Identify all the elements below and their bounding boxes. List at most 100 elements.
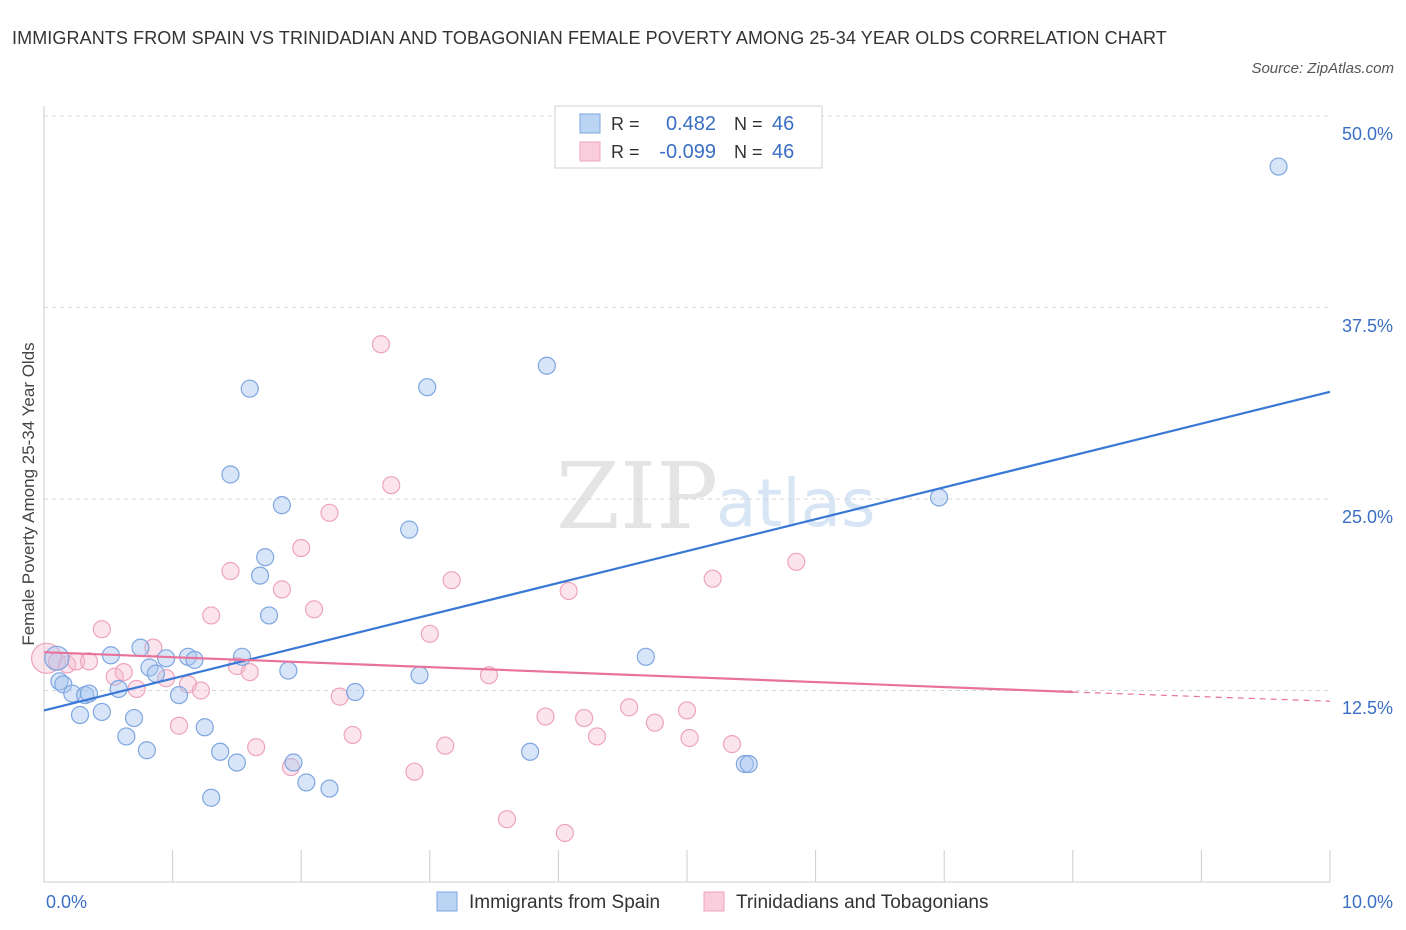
legend-r-label-blue: R =	[611, 114, 640, 134]
y-tick-label-37-5: 37.5%	[1342, 316, 1393, 336]
trinidad-point-21	[292, 538, 311, 558]
watermark-zip: ZIP	[556, 443, 718, 550]
spain-point-17	[169, 685, 189, 705]
spain-point-4	[70, 705, 90, 725]
trinidad-point-13	[191, 681, 210, 700]
trend-line-0	[43, 390, 1331, 712]
spain-point-36	[400, 520, 419, 539]
spain-point-39	[521, 742, 540, 761]
spain-point-40	[537, 356, 556, 375]
trend-lines	[43, 390, 1331, 712]
trinidad-point-11	[169, 716, 189, 735]
trinidad-point-45	[787, 552, 806, 571]
trinidad-point-25	[343, 725, 362, 745]
legend-n-value-blue: 46	[772, 113, 794, 135]
data-points	[30, 157, 1288, 843]
trinidad-point-40	[645, 713, 664, 732]
trinidad-point-32	[479, 666, 499, 685]
spain-point-9	[109, 679, 128, 699]
trinidad-point-14	[202, 606, 221, 625]
trinidad-point-38	[587, 727, 607, 746]
spain-point-37	[410, 666, 429, 685]
y-tick-label-50: 50.0%	[1342, 124, 1393, 144]
y-axis-label: Female Poverty Among 25-34 Year Olds	[19, 342, 38, 645]
trinidad-point-7	[114, 663, 133, 682]
trinidad-point-27	[382, 476, 401, 495]
spain-point-32	[284, 753, 303, 772]
spain-point-42	[735, 754, 754, 774]
spain-point-38	[418, 378, 437, 397]
legend-r-value-pink: -0.099	[659, 141, 716, 163]
spain-point-28	[256, 548, 275, 567]
spain-point-31	[279, 661, 298, 680]
legend-n-label-pink: N =	[734, 142, 763, 162]
spain-point-34	[320, 779, 339, 798]
series-legend-label-trinidad: Trinidadians and Tobagonians	[736, 892, 988, 913]
spain-point-22	[211, 742, 230, 761]
x-ticks	[172, 850, 1331, 882]
series-legend-swatch-trinidad	[703, 891, 725, 912]
chart-title: IMMIGRANTS FROM SPAIN VS TRINIDADIAN AND…	[12, 28, 1167, 48]
legend-r-value-blue: 0.482	[666, 113, 716, 135]
trinidad-point-43	[703, 569, 722, 588]
trinidad-point-36	[559, 581, 578, 601]
y-tick-label-25: 25.0%	[1342, 507, 1393, 527]
spain-point-45	[1269, 157, 1288, 176]
trinidad-point-44	[722, 735, 742, 754]
spain-point-29	[259, 606, 279, 625]
trinidad-point-15	[221, 561, 240, 581]
trinidad-point-35	[555, 823, 574, 843]
trinidad-point-41	[677, 701, 697, 720]
spain-point-35	[346, 682, 365, 702]
trinidad-point-31	[442, 571, 461, 590]
trinidad-point-28	[405, 762, 424, 781]
spain-point-27	[250, 566, 270, 585]
legend-swatch-pink	[579, 141, 601, 162]
trinidad-point-18	[247, 738, 266, 757]
trinidad-point-39	[620, 698, 639, 717]
spain-point-7	[92, 702, 111, 722]
legend-n-value-pink: 46	[772, 141, 794, 163]
trinidad-point-5	[92, 620, 111, 639]
spain-point-19	[185, 650, 204, 669]
trinidad-point-42	[680, 728, 699, 748]
series-legend-swatch-spain	[436, 891, 458, 912]
spain-point-23	[221, 465, 240, 484]
spain-point-24	[227, 753, 246, 772]
gridlines	[44, 115, 1330, 691]
stats-legend: R = 0.482 N = 46 R = -0.099 N = 46	[554, 105, 823, 169]
x-tick-label-max: 10.0%	[1342, 892, 1393, 912]
trinidad-point-34	[536, 707, 555, 726]
trinidad-point-4	[79, 652, 99, 671]
spain-point-44	[929, 488, 949, 507]
trinidad-point-37	[575, 708, 594, 728]
trinidad-point-24	[330, 687, 349, 706]
legend-n-label-blue: N =	[734, 114, 763, 134]
source-credit: Source: ZipAtlas.com	[1251, 60, 1394, 77]
spain-point-26	[240, 379, 259, 398]
trinidad-point-29	[420, 624, 439, 643]
watermark-atlas: atlas	[716, 465, 876, 542]
spain-point-41	[636, 647, 655, 666]
trinidad-point-23	[320, 503, 339, 522]
spain-point-30	[272, 496, 292, 515]
legend-r-label-pink: R =	[611, 142, 640, 162]
spain-point-12	[131, 638, 150, 657]
trend-line-2	[1072, 691, 1331, 702]
legend-swatch-blue	[579, 113, 601, 134]
spain-point-13	[137, 741, 156, 760]
y-tick-label-12-5: 12.5%	[1342, 698, 1393, 718]
spain-point-15	[146, 664, 165, 683]
spain-point-11	[124, 708, 144, 728]
y-tick-labels: 50.0% 37.5% 25.0% 12.5%	[1342, 124, 1393, 718]
series-legend-label-spain: Immigrants from Spain	[469, 892, 660, 913]
spain-point-16	[157, 649, 176, 668]
series-legend: Immigrants from Spain Trinidadians and T…	[436, 891, 988, 913]
spain-point-21	[202, 788, 221, 807]
trend-line-1	[43, 651, 1073, 694]
spain-point-43	[739, 754, 758, 774]
trinidad-point-19	[272, 580, 292, 599]
trinidad-point-30	[436, 736, 455, 755]
trinidad-point-26	[371, 335, 391, 354]
trinidad-point-22	[304, 600, 324, 619]
